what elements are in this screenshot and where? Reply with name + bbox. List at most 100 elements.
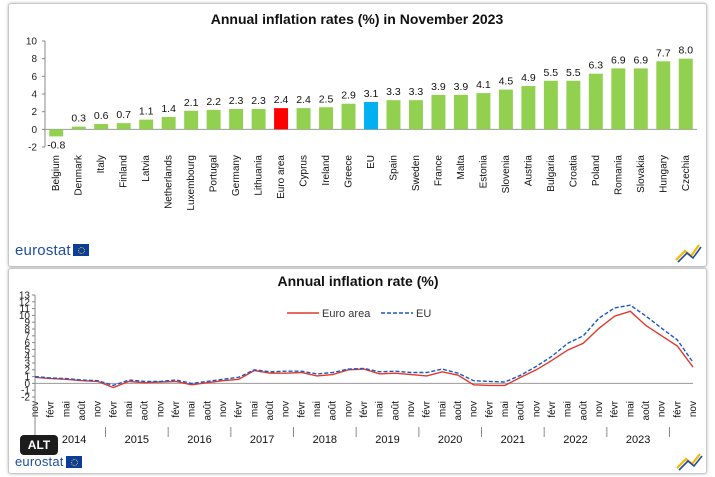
x-category-label: Croatia [568, 155, 579, 188]
x-year-label: 2018 [313, 434, 337, 446]
y-tick-label: 13 [19, 291, 31, 302]
x-month-label: mai [375, 401, 386, 417]
eu-flag-icon [65, 455, 82, 468]
y-tick-label: 7 [24, 331, 30, 342]
bar-ireland [319, 107, 334, 130]
x-category-label: Netherlands [164, 155, 175, 209]
eurostat-logo-text: eurostat [15, 454, 64, 469]
bar-value-label: 1.1 [139, 106, 154, 118]
x-month-label: août [328, 401, 339, 421]
bar-italy [94, 124, 109, 130]
x-category-label: Cyprus [299, 155, 310, 187]
bar-luxembourg [184, 110, 199, 130]
bar-bulgaria [543, 80, 558, 130]
x-year-label: 2020 [438, 434, 462, 446]
bar-value-label: 4.1 [476, 79, 491, 91]
eurostat-swoosh-icon [678, 455, 703, 471]
x-month-label: mai [500, 401, 511, 417]
alt-text-badge[interactable]: ALT [20, 435, 58, 455]
x-month-label: févr [234, 400, 245, 417]
x-month-label: nov [688, 401, 699, 417]
x-year-label: 2023 [626, 434, 650, 446]
y-tick-label: 8 [31, 54, 37, 65]
y-tick-label: -2 [28, 143, 37, 154]
bar-spain [386, 100, 401, 130]
x-month-label: nov [218, 401, 229, 417]
bar-greece [341, 103, 356, 130]
x-month-label: févr [484, 400, 495, 417]
y-tick-label: 4 [24, 352, 30, 363]
x-category-label: Malta [456, 155, 467, 180]
x-month-label: mai [437, 401, 448, 417]
bar-cyprus [296, 108, 311, 130]
x-year-label: 2015 [125, 434, 149, 446]
y-tick-label: 1 [24, 372, 30, 383]
bar-value-label: 4.5 [499, 76, 514, 88]
line-chart-panel: Annual inflation rate (%) -2 -1 0 1 2 3 4 5 6 7 8 9 1… [8, 268, 707, 474]
y-tick-label: 6 [31, 72, 37, 83]
bar-denmark [71, 126, 86, 130]
bar-value-label: 2.1 [184, 97, 199, 109]
bar-value-label: 2.2 [206, 96, 221, 108]
legend-label: EU [416, 308, 431, 320]
bar-croatia [566, 80, 581, 130]
bar-value-label: 2.5 [319, 93, 334, 105]
x-category-label: Austria [523, 155, 534, 187]
bar-germany [229, 109, 244, 130]
bar-sweden [408, 100, 423, 130]
bar-euro-area [274, 108, 289, 130]
x-category-label: Italy [96, 155, 107, 173]
bar-value-label: 6.9 [611, 54, 626, 66]
x-category-label: Sweden [411, 155, 422, 191]
x-month-label: févr [359, 400, 370, 417]
x-month-label: nov [657, 401, 668, 417]
x-category-label: Lithuania [254, 155, 265, 196]
x-month-label: août [77, 401, 88, 421]
x-month-label: mai [124, 401, 135, 417]
x-month-label: août [140, 401, 151, 421]
x-month-label: mai [61, 401, 72, 417]
x-month-label: nov [594, 401, 605, 417]
line-chart: Annual inflation rate (%)-2-101234567891… [19, 273, 703, 471]
y-tick-label: 9 [24, 318, 30, 329]
bar-value-label: 3.3 [386, 86, 401, 98]
x-month-label: nov [531, 401, 542, 417]
bar-value-label: 2.9 [341, 90, 356, 102]
bar-france [431, 94, 446, 130]
x-category-label: Denmark [74, 154, 85, 196]
bar-poland [588, 73, 603, 130]
bar-austria [521, 86, 536, 130]
y-tick-label: 6 [24, 338, 30, 349]
bar-value-label: 6.3 [589, 60, 604, 72]
bar-chart-title: Annual inflation rates (%) in November 2… [211, 11, 504, 27]
x-month-label: févr [547, 400, 558, 417]
y-tick-label: 10 [26, 37, 38, 48]
bar-slovakia [633, 68, 648, 130]
bar-value-label: 0.7 [116, 109, 131, 121]
bar-value-label: 1.4 [161, 103, 176, 115]
x-month-label: nov [281, 401, 292, 417]
bar-value-label: 3.1 [364, 88, 379, 100]
bar-latvia [139, 119, 154, 130]
y-tick-label: 2 [31, 107, 37, 118]
bar-value-label: 2.3 [229, 95, 244, 107]
bar-malta [453, 94, 468, 130]
bar-value-label: 5.5 [544, 67, 559, 79]
x-month-label: févr [422, 400, 433, 417]
x-month-label: août [390, 401, 401, 421]
bar-chart-panel: Annual inflation rates (%) in November 2… [8, 3, 707, 267]
series-line-euro-area [34, 310, 694, 389]
bar-eu [364, 101, 378, 130]
y-tick-label: 4 [31, 90, 37, 101]
x-category-label: Bulgaria [546, 155, 557, 192]
bar-value-label: 0.3 [71, 113, 86, 125]
bar-value-label: -0.8 [47, 139, 65, 151]
x-category-label: Greece [344, 155, 355, 188]
eurostat-logo-2: eurostat [15, 454, 82, 469]
x-category-label: Romania [613, 155, 624, 195]
y-tick-label: 2 [24, 365, 30, 376]
x-month-label: nov [155, 401, 166, 417]
bar-romania [611, 68, 626, 130]
x-month-label: août [578, 401, 589, 421]
line-chart-title: Annual inflation rate (%) [278, 273, 439, 289]
